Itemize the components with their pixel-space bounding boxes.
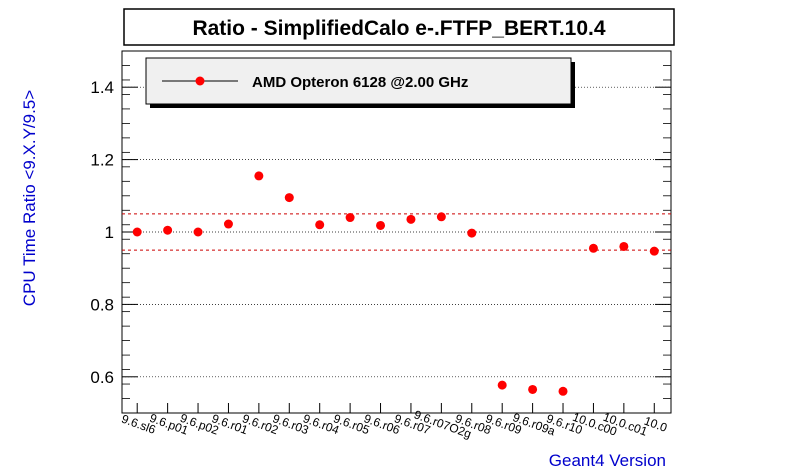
data-point bbox=[467, 228, 477, 238]
x-axis-title: Geant4 Version bbox=[549, 451, 666, 470]
legend: AMD Opteron 6128 @2.00 GHz bbox=[145, 57, 575, 108]
title-box bbox=[123, 8, 675, 46]
legend-marker bbox=[195, 76, 205, 86]
data-point bbox=[436, 212, 446, 222]
y-tick-label: 1.4 bbox=[90, 78, 114, 97]
plot-frame bbox=[121, 50, 672, 414]
data-point bbox=[163, 225, 173, 235]
data-point bbox=[376, 220, 386, 230]
data-point bbox=[315, 220, 325, 230]
reference-lines bbox=[122, 213, 671, 251]
data-point bbox=[406, 214, 416, 224]
y-tick-label: 1.2 bbox=[90, 151, 114, 170]
data-point bbox=[132, 227, 142, 237]
chart-title: Ratio - SimplifiedCalo e-.FTFP_BERT.10.4 bbox=[192, 17, 605, 40]
data-point bbox=[497, 380, 507, 390]
y-tick-label: 0.8 bbox=[90, 295, 114, 314]
data-point bbox=[223, 219, 233, 229]
y-tick-label: 1 bbox=[105, 223, 114, 242]
data-point bbox=[193, 227, 203, 237]
data-point bbox=[284, 193, 294, 203]
data-point bbox=[345, 213, 355, 223]
data-point bbox=[588, 243, 598, 253]
legend-entry-label: AMD Opteron 6128 @2.00 GHz bbox=[252, 74, 468, 91]
y-axis-title: CPU Time Ratio <9.X.Y/9.5> bbox=[20, 90, 39, 306]
data-point bbox=[649, 246, 659, 256]
data-point bbox=[528, 384, 538, 394]
data-point bbox=[254, 171, 264, 181]
data-point bbox=[619, 241, 629, 251]
data-point bbox=[558, 386, 568, 396]
y-axis-ticks: 0.6 0.8 1 1.2 1.4 bbox=[90, 50, 671, 414]
data-points bbox=[132, 171, 659, 396]
y-tick-label: 0.6 bbox=[90, 368, 114, 387]
